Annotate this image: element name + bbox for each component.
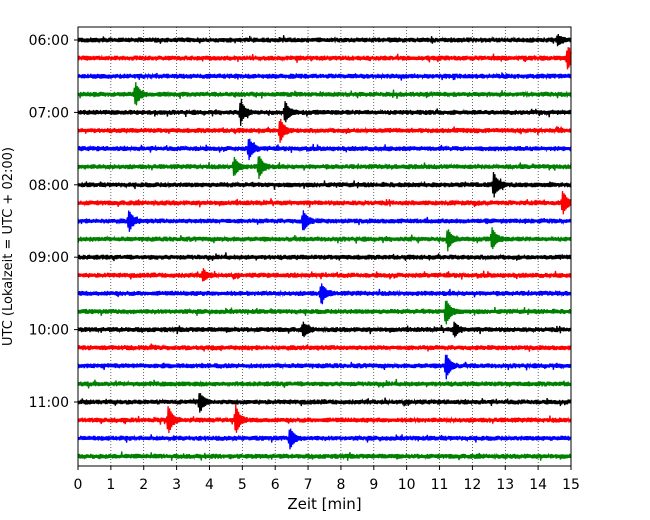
trace-0715 — [77, 118, 572, 143]
x-tick-label: 0 — [74, 477, 83, 493]
trace-1115 — [77, 404, 572, 434]
trace-1130 — [77, 428, 572, 450]
x-tick-label: 2 — [139, 477, 148, 493]
x-tick-label: 12 — [463, 477, 481, 493]
trace-0700 — [77, 98, 572, 126]
trace-0600 — [77, 33, 572, 47]
x-tick-label: 7 — [304, 477, 313, 493]
x-axis: 0 1 2 3 4 5 6 7 8 9 10 11 12 13 14 15 — [74, 466, 580, 493]
trace-0745 — [77, 156, 572, 180]
trace-0730 — [77, 138, 572, 161]
y-axis: 06:00 07:00 08:00 09:00 10:00 11:00 — [29, 33, 78, 411]
x-tick-label: 10 — [398, 477, 416, 493]
y-tick-label: 09:00 — [29, 250, 69, 266]
y-tick-label: 10:00 — [29, 323, 69, 339]
x-tick-label: 6 — [271, 477, 280, 493]
trace-0800 — [77, 171, 572, 198]
trace-0630 — [77, 72, 572, 81]
y-tick-label: 06:00 — [29, 33, 69, 49]
trace-1030 — [77, 354, 572, 380]
y-tick-label: 07:00 — [29, 105, 69, 121]
traces — [77, 33, 572, 461]
x-tick-label: 1 — [106, 477, 115, 493]
y-tick-label: 08:00 — [29, 178, 69, 194]
plot-frame — [77, 26, 572, 467]
x-tick-label: 4 — [205, 477, 214, 493]
trace-1015 — [77, 343, 572, 352]
trace-0830 — [77, 210, 572, 232]
x-tick-label: 15 — [562, 477, 580, 493]
trace-1145 — [77, 451, 572, 461]
trace-0815 — [77, 190, 572, 215]
trace-1100 — [77, 393, 572, 413]
trace-1000 — [77, 321, 572, 338]
x-tick-label: 3 — [172, 477, 181, 493]
trace-0930 — [77, 283, 572, 305]
trace-0915 — [77, 268, 572, 282]
trace-0845 — [77, 227, 572, 252]
trace-0645 — [77, 82, 572, 106]
x-tick-label: 13 — [496, 477, 514, 493]
x-tick-label: 5 — [238, 477, 247, 493]
trace-0900 — [77, 252, 572, 262]
y-tick-label: 11:00 — [29, 395, 69, 411]
x-tick-label: 9 — [369, 477, 378, 493]
trace-0615 — [77, 47, 572, 70]
x-tick-label: 14 — [529, 477, 547, 493]
y-axis-label: UTC (Lokalzeit = UTC + 02:00) — [1, 147, 16, 346]
grid — [110, 27, 539, 466]
x-axis-label: Zeit [min] — [287, 495, 361, 513]
trace-1045 — [77, 378, 572, 389]
trace-0945 — [77, 300, 572, 325]
x-tick-label: 8 — [336, 477, 345, 493]
x-tick-label: 11 — [431, 477, 449, 493]
